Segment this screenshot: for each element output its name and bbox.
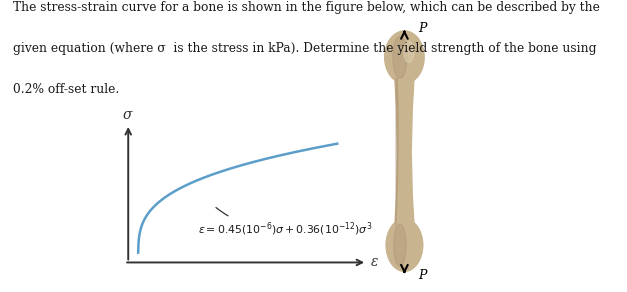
Ellipse shape xyxy=(393,36,407,78)
Text: P: P xyxy=(418,22,427,35)
Ellipse shape xyxy=(386,219,423,272)
Polygon shape xyxy=(395,78,414,225)
Text: ε: ε xyxy=(371,256,379,270)
Polygon shape xyxy=(396,78,398,225)
Ellipse shape xyxy=(384,31,424,84)
Text: P: P xyxy=(418,269,427,282)
Text: $\epsilon = 0.45(10^{-6})\sigma + 0.36(10^{-12})\sigma^3$: $\epsilon = 0.45(10^{-6})\sigma + 0.36(1… xyxy=(198,208,372,238)
Text: σ: σ xyxy=(122,108,132,122)
Ellipse shape xyxy=(404,41,414,62)
Ellipse shape xyxy=(394,224,406,266)
Text: 0.2% off-set rule.: 0.2% off-set rule. xyxy=(13,83,119,96)
Text: given equation (where σ  is the stress in kPa). Determine the yield strength of : given equation (where σ is the stress in… xyxy=(13,42,596,55)
Text: The stress-strain curve for a bone is shown in the figure below, which can be de: The stress-strain curve for a bone is sh… xyxy=(13,1,599,15)
